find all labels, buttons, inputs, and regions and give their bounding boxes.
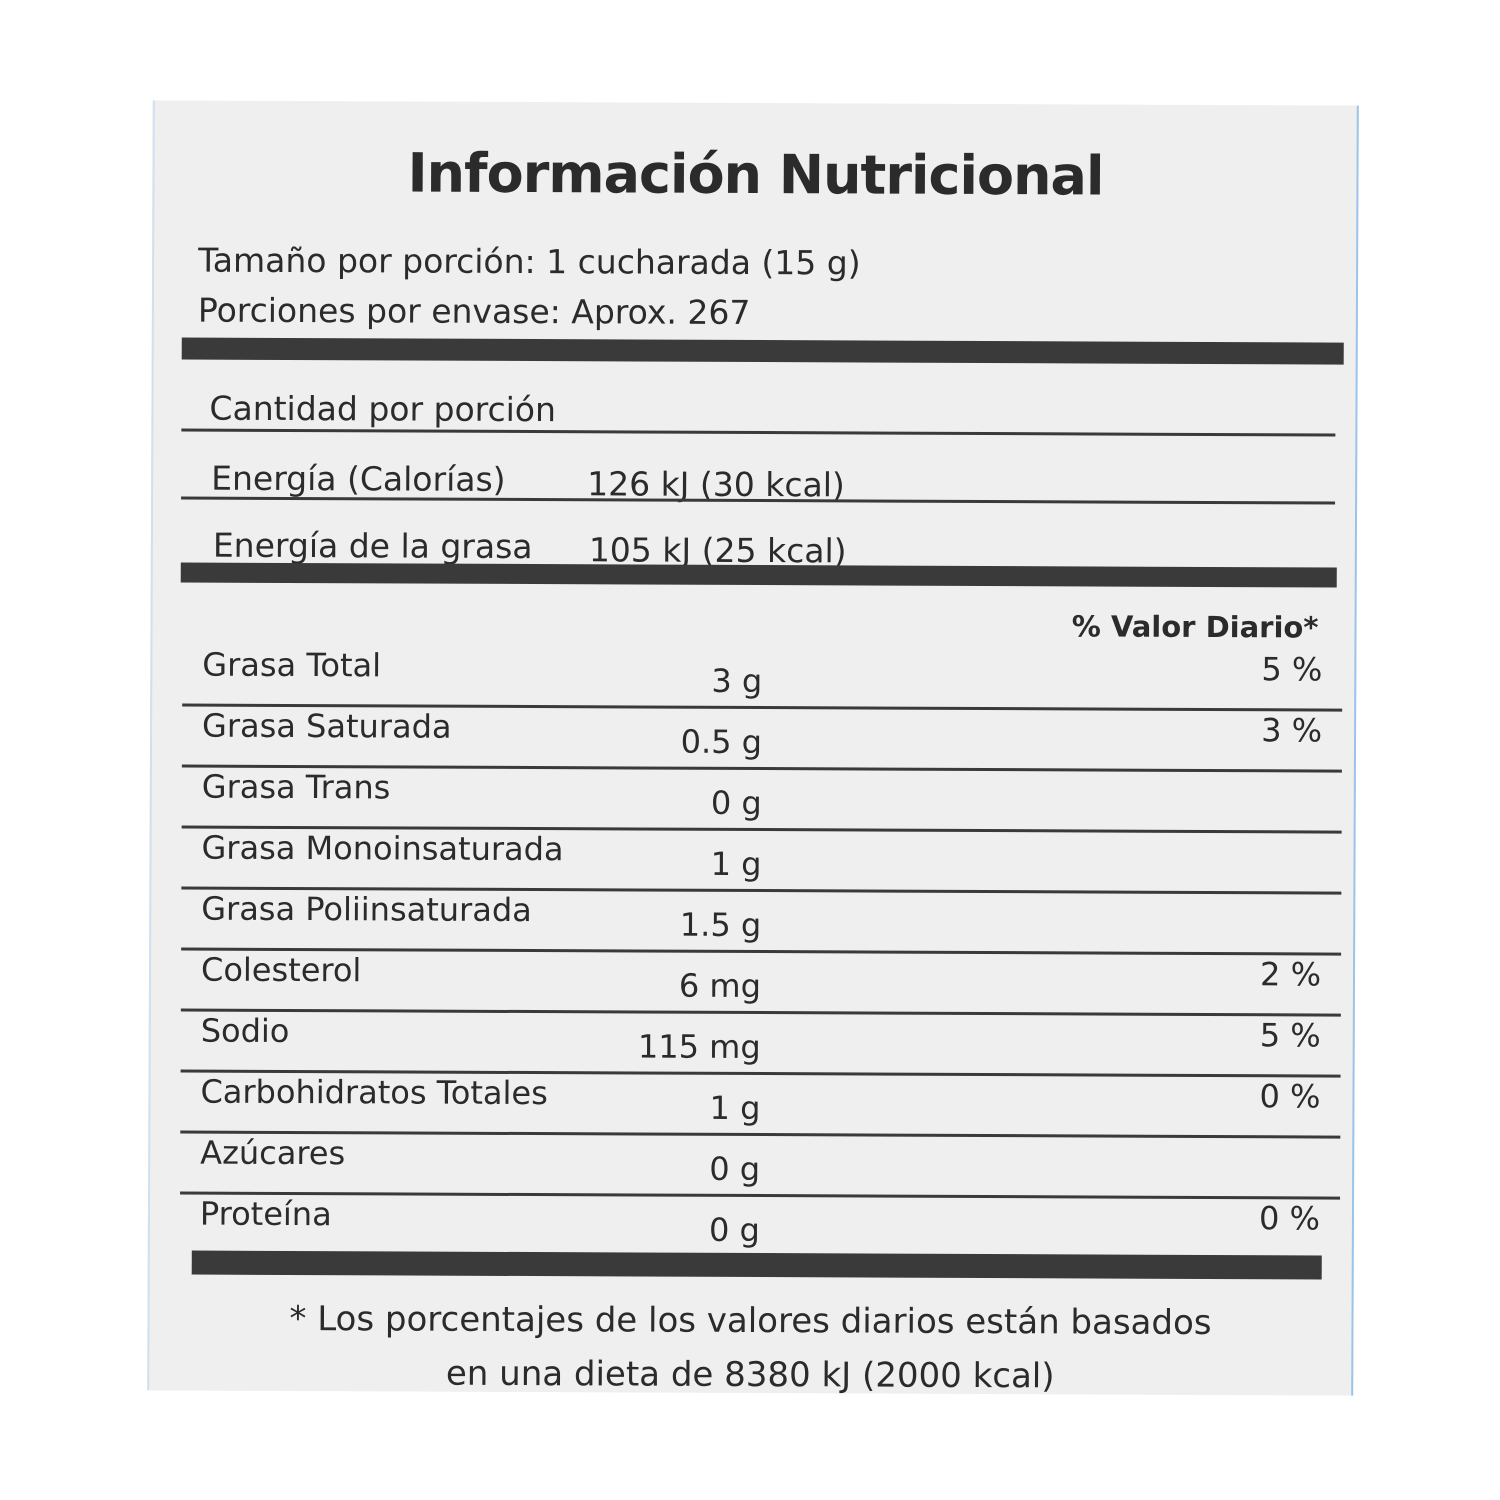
nutrient-amount: 3 g bbox=[711, 661, 763, 701]
nutrient-amount: 1 g bbox=[709, 1088, 761, 1128]
servings-per-container: Porciones por envase: Aprox. 267 bbox=[197, 290, 751, 332]
nutrient-daily-value: 2 % bbox=[1259, 955, 1322, 994]
label-title: Información Nutricional bbox=[407, 141, 1104, 208]
nutrient-name: Grasa Trans bbox=[201, 767, 391, 807]
nutrient-daily-value: 5 % bbox=[1261, 650, 1323, 689]
divider bbox=[181, 428, 1336, 437]
nutrient-name: Colesterol bbox=[200, 950, 362, 990]
nutrition-label: Información Nutricional Tamaño por porci… bbox=[147, 100, 1359, 1397]
nutrient-amount: 0 g bbox=[709, 1149, 761, 1189]
table-row: Colesterol 6 mg 2 % bbox=[180, 950, 1341, 1017]
nutrient-daily-value: 3 % bbox=[1261, 711, 1323, 750]
nutrient-daily-value: 0 % bbox=[1259, 1077, 1321, 1116]
nutrient-name: Proteína bbox=[199, 1194, 332, 1234]
nutrient-daily-value: 5 % bbox=[1259, 1016, 1321, 1055]
energy-fat-label: Energía de la grasa bbox=[212, 525, 533, 567]
nutrient-amount: 0.5 g bbox=[680, 722, 763, 762]
energy-label: Energía (Calorías) bbox=[211, 458, 506, 499]
nutrient-daily-value: 0 % bbox=[1258, 1199, 1321, 1238]
table-row: Grasa Monoinsaturada 1 g bbox=[181, 828, 1342, 895]
footnote-line-2: en una dieta de 8380 kJ (2000 kcal) bbox=[445, 1353, 1055, 1397]
thick-divider bbox=[180, 562, 1337, 588]
table-row: Grasa Poliinsaturada 1.5 g bbox=[181, 889, 1342, 956]
table-row: Carbohidratos Totales 1 g 0 % bbox=[180, 1072, 1341, 1139]
nutrient-name: Grasa Total bbox=[202, 645, 382, 685]
table-row: Azúcares 0 g bbox=[180, 1133, 1341, 1200]
table-row: Grasa Saturada 0.5 g 3 % bbox=[181, 706, 1342, 773]
serving-size: Tamaño por porción: 1 cucharada (15 g) bbox=[198, 240, 861, 283]
nutrient-name: Sodio bbox=[200, 1011, 290, 1050]
nutrient-name: Grasa Monoinsaturada bbox=[201, 828, 564, 869]
thick-divider bbox=[181, 337, 1344, 365]
thick-divider bbox=[191, 1250, 1322, 1280]
table-row: Grasa Trans 0 g bbox=[181, 767, 1342, 834]
nutrient-amount: 1.5 g bbox=[679, 905, 762, 945]
nutrient-name: Grasa Saturada bbox=[202, 706, 452, 746]
footnote-line-1: * Los porcentajes de los valores diarios… bbox=[289, 1298, 1212, 1344]
nutrient-amount: 0 g bbox=[708, 1210, 760, 1250]
nutrient-amount: 1 g bbox=[710, 844, 762, 884]
nutrient-amount: 0 g bbox=[710, 783, 762, 823]
amount-per-serving: Cantidad por porción bbox=[209, 388, 557, 430]
table-row: Grasa Total 3 g 5 % bbox=[182, 645, 1343, 712]
daily-value-header: % Valor Diario* bbox=[1071, 609, 1319, 645]
nutrient-name: Carbohidratos Totales bbox=[200, 1072, 548, 1113]
nutrient-name: Grasa Poliinsaturada bbox=[201, 889, 532, 930]
nutrient-amount: 6 mg bbox=[678, 966, 762, 1006]
nutrient-amount: 115 mg bbox=[637, 1027, 761, 1067]
nutrient-name: Azúcares bbox=[200, 1133, 346, 1173]
table-row: Sodio 115 mg 5 % bbox=[180, 1011, 1341, 1078]
